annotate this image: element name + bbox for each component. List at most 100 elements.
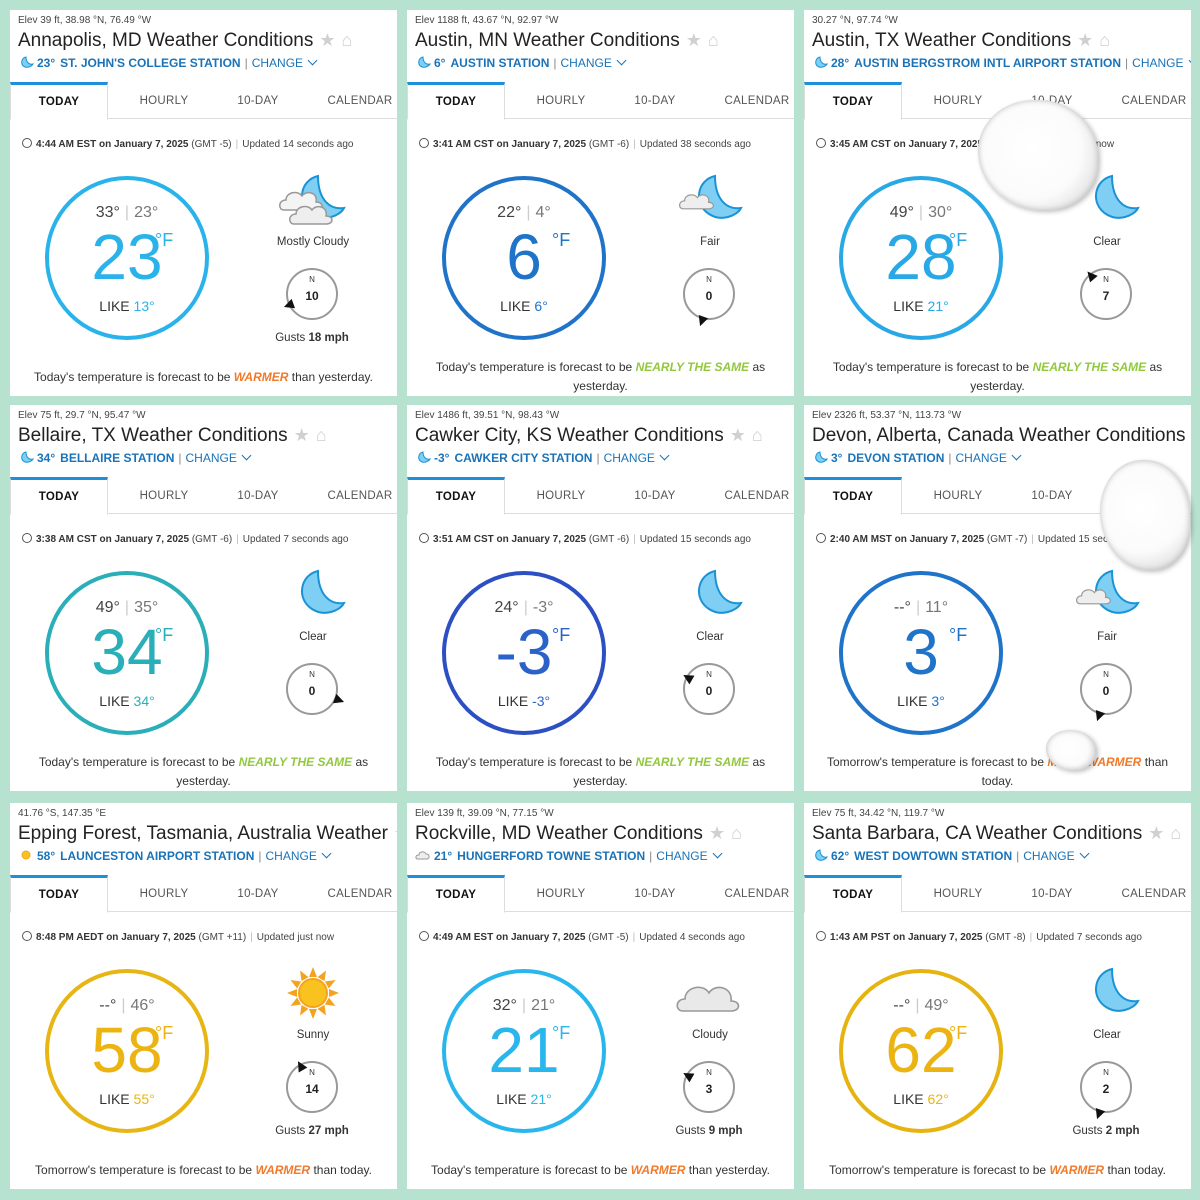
tab-10-day[interactable]: 10-DAY bbox=[634, 95, 676, 107]
home-icon[interactable]: ⌂ bbox=[1170, 823, 1182, 843]
change-station-link[interactable]: CHANGE bbox=[656, 849, 708, 863]
temperature-unit[interactable]: °F bbox=[155, 625, 174, 645]
tab-10-day[interactable]: 10-DAY bbox=[634, 490, 676, 502]
star-icon[interactable]: ★ bbox=[1148, 823, 1165, 843]
station-selector[interactable]: 34° BELLAIRE STATION | CHANGE bbox=[18, 450, 252, 465]
station-selector[interactable]: 62° WEST DOWTOWN STATION | CHANGE bbox=[812, 848, 1090, 863]
tab-calendar[interactable]: CALENDAR bbox=[1121, 888, 1187, 900]
chevron-down-icon[interactable] bbox=[241, 450, 252, 461]
temperature-unit[interactable]: °F bbox=[949, 1023, 968, 1043]
change-station-link[interactable]: CHANGE bbox=[251, 56, 304, 70]
tab-today[interactable]: TODAY bbox=[10, 477, 108, 515]
feels-like: LIKE 21° bbox=[496, 1091, 552, 1107]
tab-calendar[interactable]: CALENDAR bbox=[724, 490, 790, 502]
tab-10-day[interactable]: 10-DAY bbox=[237, 95, 279, 107]
tab-today[interactable]: TODAY bbox=[407, 82, 505, 120]
chevron-down-icon[interactable] bbox=[1079, 848, 1090, 859]
tab-hourly[interactable]: HOURLY bbox=[536, 490, 586, 502]
station-selector[interactable]: 58° LAUNCESTON AIRPORT STATION | CHANGE bbox=[18, 848, 332, 863]
forecast-comparison: Today's temperature is forecast to be WA… bbox=[34, 370, 373, 384]
tab-10-day[interactable]: 10-DAY bbox=[634, 888, 676, 900]
station-name[interactable]: AUSTIN STATION bbox=[450, 56, 550, 70]
home-icon[interactable]: ⌂ bbox=[315, 425, 327, 445]
condition-icon bbox=[1072, 963, 1142, 1023]
station-selector[interactable]: 23° ST. JOHN'S COLLEGE STATION | CHANGE bbox=[18, 55, 318, 70]
chevron-down-icon[interactable] bbox=[659, 450, 670, 461]
temperature-unit[interactable]: °F bbox=[949, 625, 968, 645]
change-station-link[interactable]: CHANGE bbox=[1132, 56, 1184, 70]
change-station-link[interactable]: CHANGE bbox=[1023, 849, 1075, 863]
tab-today[interactable]: TODAY bbox=[407, 477, 505, 515]
forecast-highlight: NEARLY THE SAME bbox=[635, 755, 750, 769]
station-selector[interactable]: 28° AUSTIN BERGSTROM INTL AIRPORT STATION… bbox=[812, 55, 1191, 70]
tab-10-day[interactable]: 10-DAY bbox=[237, 490, 279, 502]
temperature-unit[interactable]: °F bbox=[949, 230, 968, 250]
tab-hourly[interactable]: HOURLY bbox=[933, 888, 983, 900]
home-icon[interactable]: ⌂ bbox=[341, 30, 353, 50]
star-icon[interactable]: ★ bbox=[293, 425, 310, 445]
change-station-link[interactable]: CHANGE bbox=[560, 56, 612, 70]
home-icon[interactable]: ⌂ bbox=[751, 425, 763, 445]
station-name[interactable]: BELLAIRE STATION bbox=[60, 451, 175, 465]
home-icon[interactable]: ⌂ bbox=[1099, 30, 1111, 50]
tab-10-day[interactable]: 10-DAY bbox=[1031, 888, 1073, 900]
tab-today[interactable]: TODAY bbox=[10, 875, 108, 913]
star-icon[interactable]: ★ bbox=[394, 823, 397, 843]
change-station-link[interactable]: CHANGE bbox=[603, 451, 655, 465]
tab-hourly[interactable]: HOURLY bbox=[933, 490, 983, 502]
change-station-link[interactable]: CHANGE bbox=[185, 451, 237, 465]
station-name[interactable]: HUNGERFORD TOWNE STATION bbox=[457, 849, 646, 863]
station-selector[interactable]: -3° CAWKER CITY STATION | CHANGE bbox=[415, 450, 670, 465]
station-name[interactable]: DEVON STATION bbox=[847, 451, 945, 465]
station-selector[interactable]: 21° HUNGERFORD TOWNE STATION | CHANGE bbox=[415, 848, 723, 863]
weather-card: 41.76 °S, 147.35 °E Epping Forest, Tasman… bbox=[10, 803, 397, 1189]
chevron-down-icon[interactable] bbox=[616, 55, 627, 66]
tab-today[interactable]: TODAY bbox=[804, 875, 902, 913]
change-station-link[interactable]: CHANGE bbox=[265, 849, 317, 863]
change-station-link[interactable]: CHANGE bbox=[955, 451, 1007, 465]
tab-today[interactable]: TODAY bbox=[407, 875, 505, 913]
temperature-unit[interactable]: °F bbox=[552, 1023, 571, 1043]
tab-calendar[interactable]: CALENDAR bbox=[1121, 95, 1187, 107]
tab-10-day[interactable]: 10-DAY bbox=[1031, 490, 1073, 502]
tab-today[interactable]: TODAY bbox=[10, 82, 108, 120]
tab-calendar[interactable]: CALENDAR bbox=[724, 95, 790, 107]
star-icon[interactable]: ★ bbox=[319, 30, 336, 50]
station-name[interactable]: ST. JOHN'S COLLEGE STATION bbox=[60, 56, 241, 70]
station-name[interactable]: LAUNCESTON AIRPORT STATION bbox=[60, 849, 255, 863]
temperature-unit[interactable]: °F bbox=[552, 230, 571, 250]
chevron-down-icon[interactable] bbox=[712, 848, 723, 859]
forecast-comparison: Today's temperature is forecast to be NE… bbox=[38, 755, 369, 788]
tab-today[interactable]: TODAY bbox=[804, 82, 902, 120]
station-name[interactable]: WEST DOWTOWN STATION bbox=[854, 849, 1013, 863]
chevron-down-icon[interactable] bbox=[307, 55, 318, 66]
chevron-down-icon[interactable] bbox=[321, 848, 332, 859]
home-icon[interactable]: ⌂ bbox=[731, 823, 742, 843]
station-name[interactable]: CAWKER CITY STATION bbox=[454, 451, 593, 465]
station-selector[interactable]: 3° DEVON STATION | CHANGE bbox=[812, 450, 1022, 465]
tab-calendar[interactable]: CALENDAR bbox=[327, 888, 393, 900]
tab-calendar[interactable]: CALENDAR bbox=[327, 490, 393, 502]
temperature-unit[interactable]: °F bbox=[155, 1023, 174, 1043]
star-icon[interactable]: ★ bbox=[708, 823, 726, 843]
tab-calendar[interactable]: CALENDAR bbox=[327, 95, 393, 107]
chevron-down-icon[interactable] bbox=[1188, 55, 1191, 66]
station-name[interactable]: AUSTIN BERGSTROM INTL AIRPORT STATION bbox=[854, 56, 1122, 70]
temperature-unit[interactable]: °F bbox=[155, 230, 174, 250]
tab-hourly[interactable]: HOURLY bbox=[536, 95, 586, 107]
tab-hourly[interactable]: HOURLY bbox=[139, 888, 189, 900]
tab-hourly[interactable]: HOURLY bbox=[139, 95, 189, 107]
star-icon[interactable]: ★ bbox=[685, 30, 702, 50]
star-icon[interactable]: ★ bbox=[1077, 30, 1094, 50]
tab-calendar[interactable]: CALENDAR bbox=[724, 888, 790, 900]
star-icon[interactable]: ★ bbox=[729, 425, 746, 445]
chevron-down-icon[interactable] bbox=[1011, 450, 1022, 461]
tab-hourly[interactable]: HOURLY bbox=[933, 95, 983, 107]
tab-today[interactable]: TODAY bbox=[804, 477, 902, 515]
tab-10-day[interactable]: 10-DAY bbox=[237, 888, 279, 900]
station-selector[interactable]: 6° AUSTIN STATION | CHANGE bbox=[415, 55, 627, 70]
tab-hourly[interactable]: HOURLY bbox=[139, 490, 189, 502]
temperature-unit[interactable]: °F bbox=[552, 625, 571, 645]
home-icon[interactable]: ⌂ bbox=[707, 30, 719, 50]
tab-hourly[interactable]: HOURLY bbox=[536, 888, 586, 900]
